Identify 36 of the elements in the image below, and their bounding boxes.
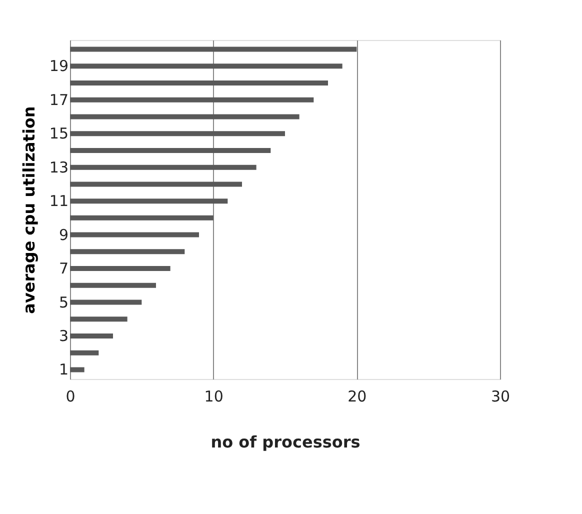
bar	[70, 333, 113, 338]
y-axis-title: average cpu utilization	[19, 106, 38, 314]
x-tick-label: 10	[204, 388, 224, 406]
bar	[70, 282, 156, 288]
y-tick-label: 19	[49, 57, 68, 76]
x-axis-title: no of processors	[210, 432, 360, 452]
y-tick-label: 7	[58, 260, 68, 278]
bar	[70, 46, 357, 52]
bar	[70, 97, 314, 102]
y-tick-label: 11	[49, 192, 68, 210]
bar	[70, 182, 242, 187]
bar	[70, 80, 328, 86]
bar	[70, 266, 170, 272]
x-tick-label: 30	[490, 388, 510, 406]
x-tick-label: 0	[66, 388, 76, 406]
bar	[70, 249, 185, 254]
bar	[70, 114, 300, 120]
bar	[70, 232, 199, 238]
y-tick-label: 13	[49, 158, 68, 176]
y-tick-label: 15	[49, 124, 68, 143]
bar	[70, 198, 228, 204]
y-tick-label: 1	[58, 360, 68, 379]
y-tick-label: 3	[58, 326, 68, 345]
bar	[70, 316, 128, 322]
bar	[70, 164, 256, 170]
y-tick-label: 5	[58, 293, 68, 312]
bar	[70, 300, 142, 305]
y-tick-label: 9	[58, 226, 68, 244]
bar	[70, 131, 285, 136]
bar	[70, 148, 271, 153]
bar	[70, 350, 99, 356]
bar	[70, 367, 84, 372]
x-tick-label: 20	[348, 388, 367, 406]
bar	[70, 215, 214, 220]
y-tick-label: 17	[49, 90, 68, 109]
bar	[70, 64, 342, 69]
